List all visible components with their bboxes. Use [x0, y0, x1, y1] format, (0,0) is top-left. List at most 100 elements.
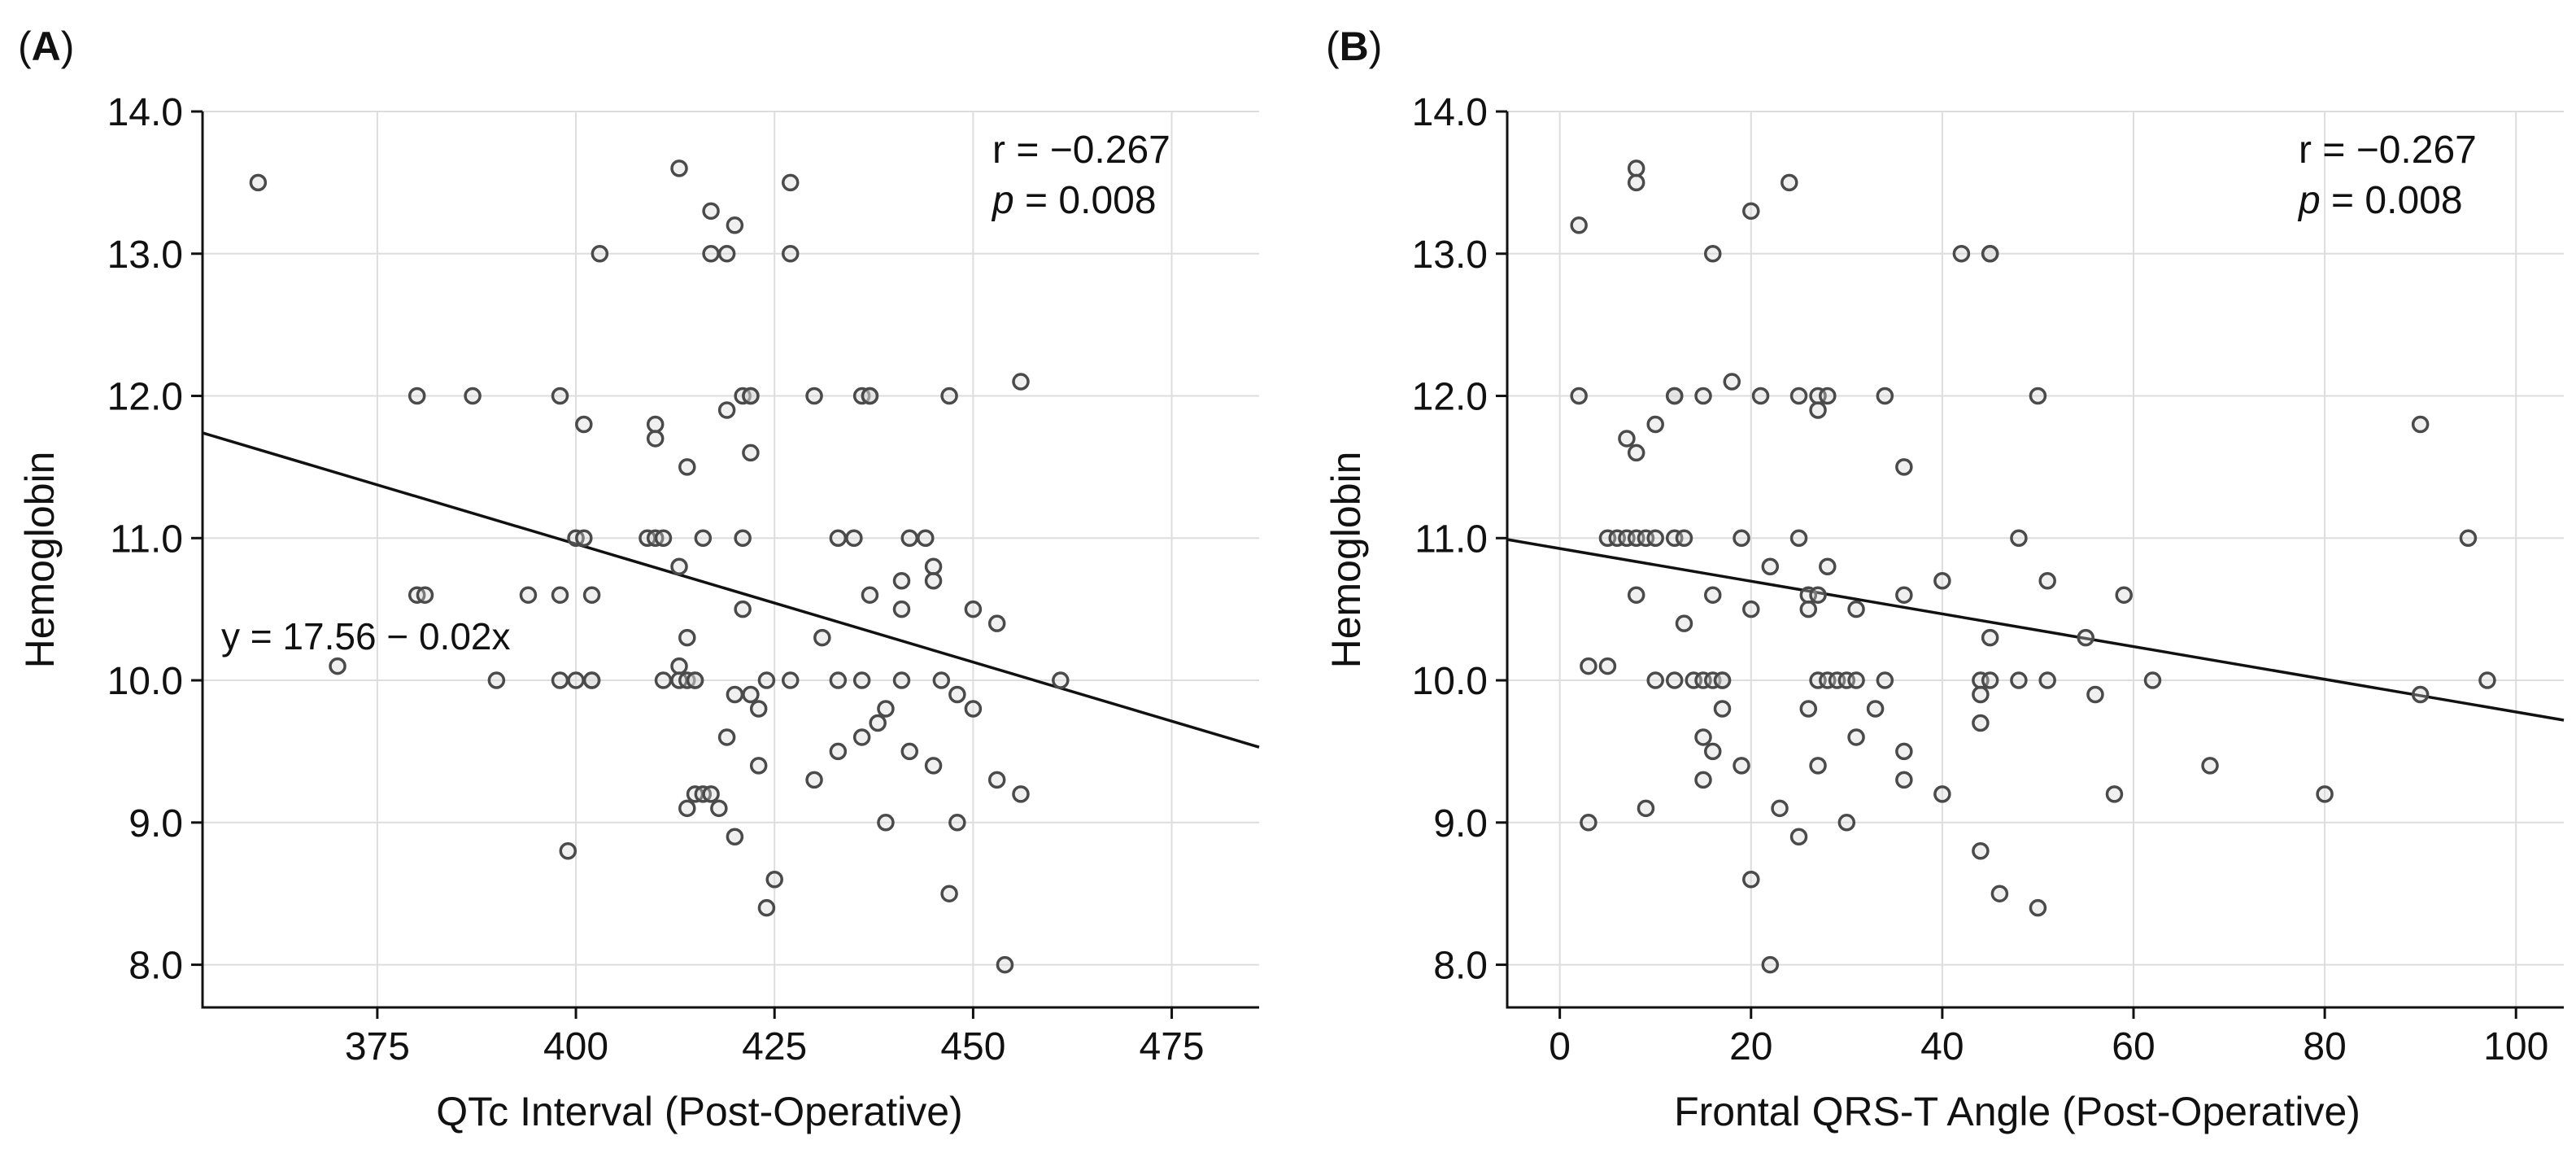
data-point — [852, 671, 871, 689]
data-point — [2086, 685, 2104, 704]
data-point — [1972, 714, 1990, 732]
data-point — [2411, 685, 2430, 704]
data-point — [861, 387, 879, 405]
x-tick-label: 100 — [2483, 1025, 2548, 1068]
y-tick-label: 14.0 — [1412, 91, 1488, 134]
data-point — [1703, 245, 1722, 263]
data-point — [1052, 671, 1070, 689]
data-point — [1012, 785, 1030, 803]
data-point — [900, 529, 919, 548]
data-point — [805, 387, 823, 405]
panel-a-regression-equation: y = 17.56 − 0.02x — [221, 615, 511, 658]
y-tick-label: 10.0 — [107, 660, 183, 703]
data-point — [1895, 458, 1913, 476]
data-point — [2459, 529, 2478, 548]
data-point — [654, 529, 673, 548]
data-point — [964, 600, 983, 618]
data-point — [940, 885, 958, 902]
data-point — [2077, 628, 2094, 647]
panel-b-gridlines — [1507, 111, 2564, 1007]
data-point — [487, 671, 506, 689]
panel-b-label: (B) — [1326, 24, 1382, 69]
data-point — [845, 529, 863, 548]
panel-b-r-value: r = −0.267 — [2299, 129, 2477, 172]
data-point — [591, 245, 609, 263]
data-point — [749, 700, 768, 718]
data-point — [575, 529, 593, 548]
data-point — [1781, 173, 1798, 192]
data-point — [646, 415, 665, 434]
data-point — [924, 757, 943, 775]
data-point — [717, 245, 736, 263]
panel-a-points — [249, 159, 1070, 974]
data-point — [869, 714, 887, 732]
data-point — [1627, 586, 1645, 604]
data-point — [805, 771, 823, 789]
data-point — [726, 828, 744, 846]
data-point — [559, 842, 578, 860]
data-point — [646, 430, 665, 448]
y-tick-label: 9.0 — [129, 802, 183, 845]
data-point — [2478, 671, 2496, 689]
data-point — [924, 557, 943, 575]
panel-b-x-ticks: 0 20 40 60 80 100 — [1549, 1007, 2548, 1068]
data-point — [2115, 586, 2133, 604]
panel-b-y-axis-label: Hemoglobin — [1323, 452, 1369, 669]
data-point — [2038, 571, 2056, 590]
data-point — [702, 785, 720, 803]
panel-a-p-value: p = 0.008 — [991, 179, 1157, 222]
data-point — [892, 600, 911, 618]
data-point — [1981, 671, 1999, 689]
data-point — [1598, 657, 1617, 675]
data-point — [1703, 742, 1722, 761]
data-point — [1819, 387, 1837, 405]
data-point — [996, 955, 1014, 974]
data-point — [1637, 799, 1655, 818]
data-point — [757, 671, 776, 689]
data-point — [2316, 785, 2334, 803]
data-point — [1789, 387, 1808, 405]
panel-a-regression-line — [202, 431, 1260, 749]
data-point — [1799, 600, 1818, 618]
data-point — [575, 415, 593, 434]
data-point — [734, 600, 752, 618]
data-point — [1837, 814, 1856, 832]
data-point — [829, 742, 848, 761]
x-tick-label: 20 — [1729, 1025, 1772, 1068]
data-point — [408, 387, 426, 405]
data-point — [782, 173, 800, 192]
y-tick-label: 14.0 — [107, 91, 183, 134]
data-point — [1665, 671, 1684, 689]
x-tick-label: 475 — [1140, 1025, 1205, 1068]
data-point — [1733, 757, 1750, 775]
data-point — [726, 216, 744, 234]
data-point — [1981, 628, 1999, 647]
panel-b-letter: B — [1340, 24, 1369, 69]
data-point — [1990, 885, 2009, 902]
data-point — [1895, 586, 1913, 604]
data-point — [1723, 373, 1741, 391]
data-point — [948, 685, 966, 704]
data-point — [416, 586, 434, 604]
data-point — [678, 799, 696, 818]
data-point — [1713, 671, 1732, 689]
panel-b-p-number: = 0.008 — [2321, 179, 2463, 222]
data-point — [1761, 557, 1780, 575]
data-point — [2029, 387, 2047, 405]
data-point — [742, 685, 760, 704]
data-point — [1819, 557, 1837, 575]
panel-a-x-ticks: 375 400 425 450 475 — [345, 1007, 1205, 1068]
data-point — [917, 529, 935, 548]
panel-a-letter: A — [32, 24, 61, 69]
data-point — [1847, 728, 1865, 746]
y-tick-label: 9.0 — [1433, 802, 1488, 845]
data-point — [702, 202, 720, 221]
data-point — [670, 159, 688, 177]
data-point — [686, 671, 704, 689]
data-point — [2010, 529, 2028, 548]
x-tick-label: 450 — [940, 1025, 1005, 1068]
data-point — [2038, 671, 2056, 689]
data-point — [1627, 159, 1645, 177]
data-point — [948, 814, 966, 832]
data-point — [1876, 671, 1894, 689]
